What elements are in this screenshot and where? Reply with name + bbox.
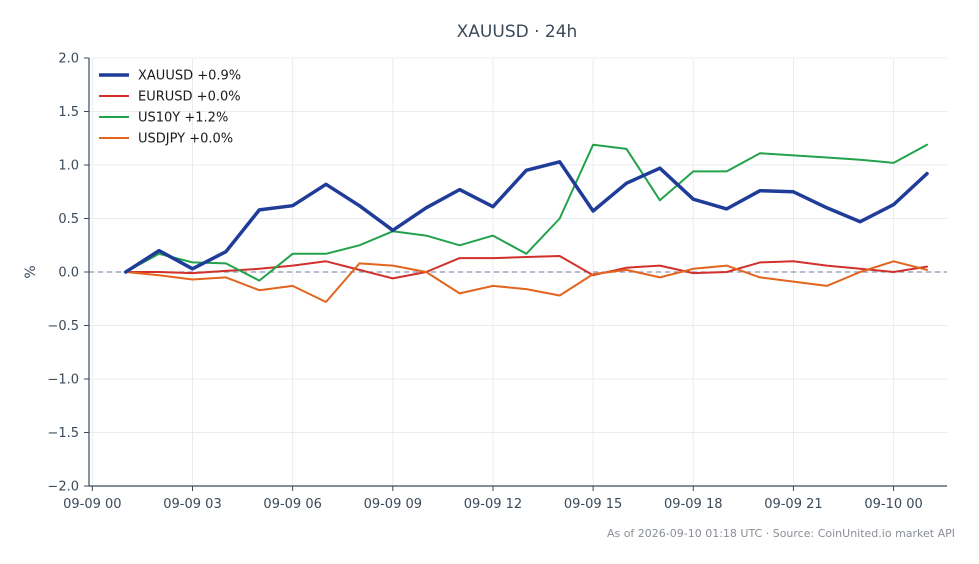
x-tick-label: 09-09 12 bbox=[464, 497, 522, 512]
y-tick-label: 2.0 bbox=[58, 52, 79, 67]
series-line-2 bbox=[124, 143, 928, 282]
legend-label: US10Y +1.2% bbox=[138, 111, 228, 126]
legend-label: EURUSD +0.0% bbox=[138, 90, 241, 105]
x-tick-label: 09-09 09 bbox=[364, 497, 422, 512]
y-tick-label: 0.5 bbox=[58, 212, 79, 227]
legend-label: XAUUSD +0.9% bbox=[138, 69, 241, 84]
x-tick-label: 09-09 00 bbox=[63, 497, 121, 512]
series-line-1 bbox=[124, 255, 928, 280]
y-tick-label: −1.5 bbox=[47, 426, 79, 441]
x-tick-label: 09-09 06 bbox=[263, 497, 321, 512]
legend: XAUUSD +0.9% EURUSD +0.0% US10Y +1.2% USDJP… bbox=[99, 69, 241, 147]
x-axis-ticks: 09-09 00 09-09 03 09-09 06 09-09 09 09-09 12… bbox=[63, 486, 923, 512]
y-tick-label: 1.0 bbox=[58, 159, 79, 174]
y-tick-label: −0.5 bbox=[47, 319, 79, 334]
y-tick-label: −2.0 bbox=[47, 480, 79, 495]
x-tick-label: 09-10 00 bbox=[864, 497, 922, 512]
y-tick-label: −1.0 bbox=[47, 373, 79, 388]
x-tick-label: 09-09 18 bbox=[664, 497, 722, 512]
x-tick-label: 09-09 15 bbox=[564, 497, 622, 512]
footer-source: As of 2026-09-10 01:18 UTC · Source: Coi… bbox=[607, 527, 955, 540]
y-tick-label: 0.0 bbox=[58, 266, 79, 281]
y-tick-label: 1.5 bbox=[58, 105, 79, 120]
chart-title: XAUUSD · 24h bbox=[457, 22, 578, 42]
series-line-0 bbox=[123, 160, 929, 274]
series-group bbox=[123, 143, 929, 303]
y-axis-ticks: 2.0 1.5 1.0 0.5 0.0 −0.5 −1.0 −1.5 −2.0 bbox=[47, 52, 89, 495]
x-tick-label: 09-09 03 bbox=[163, 497, 221, 512]
y-axis-label: % bbox=[23, 265, 39, 278]
series-line-3 bbox=[124, 260, 928, 303]
legend-label: USDJPY +0.0% bbox=[138, 132, 233, 147]
x-tick-label: 09-09 21 bbox=[764, 497, 822, 512]
